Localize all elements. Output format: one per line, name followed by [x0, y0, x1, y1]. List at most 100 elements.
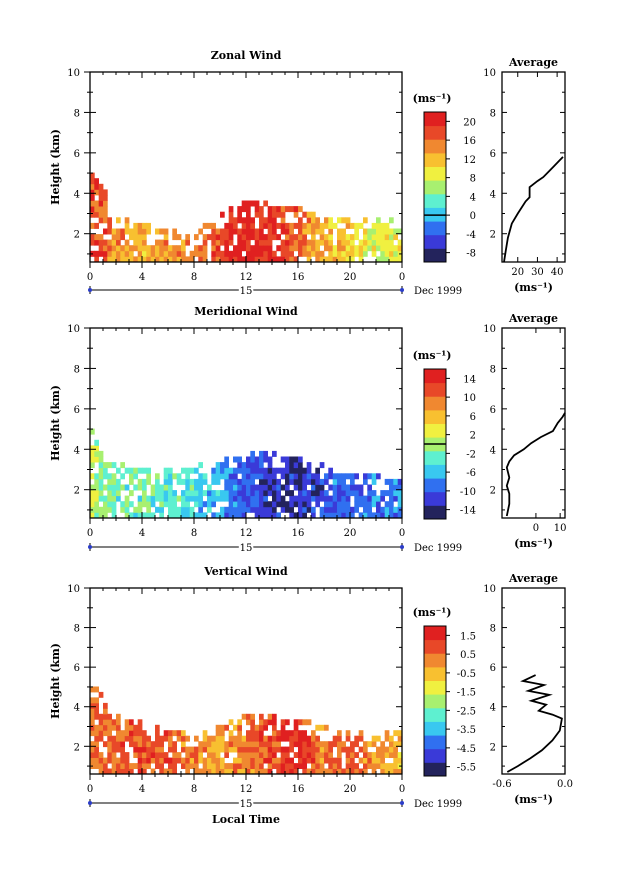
heatmap-cell [358, 250, 364, 257]
heatmap-cell [289, 239, 294, 246]
heatmap-cell [94, 741, 99, 748]
heatmap-cell [194, 757, 199, 764]
heatmap-cell [250, 506, 255, 513]
heatmap-cell [393, 746, 398, 753]
heatmap-cell [237, 501, 242, 508]
heatmap-cell [250, 228, 255, 235]
heatmap-cell [133, 763, 138, 769]
heatmap-cell [384, 768, 390, 775]
heatmap-cell [90, 450, 95, 457]
heatmap-cell [207, 763, 212, 769]
heatmap-cell [189, 256, 195, 263]
heatmap-cell [272, 501, 277, 508]
heatmap-cell [315, 746, 320, 753]
y-tick-label: 10 [67, 324, 80, 335]
heatmap-cell [185, 490, 190, 497]
colorbar-swatch [424, 491, 446, 506]
heatmap-cell [124, 763, 130, 769]
heatmap-cell [350, 234, 355, 241]
average-y-tick-label: 2 [490, 486, 496, 497]
heatmap-cell [280, 768, 286, 775]
heatmap-cell [371, 250, 377, 257]
heatmap-cell [228, 234, 234, 241]
heatmap-cell [159, 256, 164, 263]
heatmap-cell [293, 478, 299, 485]
heatmap-cell [133, 484, 138, 491]
heatmap-cell [137, 484, 143, 491]
heatmap-cell [341, 473, 346, 480]
heatmap-cell [142, 478, 147, 485]
heatmap-cell [263, 741, 268, 748]
heatmap-cell [159, 735, 164, 742]
heatmap-cell [345, 256, 351, 263]
heatmap-cell [181, 250, 186, 257]
heatmap-cell [129, 512, 134, 519]
heatmap-cell [280, 501, 286, 508]
heatmap-cell [272, 478, 277, 485]
heatmap-cell [298, 719, 303, 726]
heatmap-cell [302, 757, 307, 764]
heatmap-cell [211, 239, 216, 246]
heatmap-cell [259, 484, 264, 491]
heatmap-cell [211, 768, 216, 775]
heatmap-cell [389, 484, 394, 491]
heatmap-cell [94, 763, 99, 769]
heatmap-cell [389, 217, 394, 224]
heatmap-cell [350, 245, 355, 252]
heatmap-cell [276, 741, 281, 748]
heatmap-cell [341, 484, 346, 491]
heatmap-cell [337, 217, 342, 224]
colorbar-unit: (ms⁻¹) [413, 606, 452, 619]
heatmap-cell [397, 512, 403, 519]
heatmap-cell [328, 473, 333, 480]
heatmap-cell [384, 490, 390, 497]
heatmap-cell [293, 456, 299, 463]
heatmap-cell [246, 206, 251, 213]
heatmap-cell [133, 222, 138, 229]
heatmap-cell [90, 746, 95, 753]
heatmap-cell [107, 462, 112, 469]
heatmap-cell [194, 484, 199, 491]
heatmap-cell [358, 501, 364, 508]
heatmap-cell [259, 730, 264, 737]
heatmap-cell [280, 724, 286, 731]
heatmap-cell [198, 512, 203, 519]
heatmap-cell [224, 512, 229, 519]
heatmap-cell [224, 234, 229, 241]
heatmap-cell [397, 768, 403, 775]
heatmap-cell [233, 250, 238, 257]
heatmap-cell [129, 234, 134, 241]
heatmap-cell [133, 512, 138, 519]
heatmap-cell [285, 206, 290, 213]
heatmap-cell [293, 222, 299, 229]
heatmap-cell [319, 462, 325, 469]
heatmap-cell [367, 506, 372, 513]
heatmap-cell [293, 234, 299, 241]
heatmap-cell [311, 228, 316, 235]
heatmap-cell [302, 473, 307, 480]
heatmap-cell [228, 217, 234, 224]
heatmap-cell [103, 256, 108, 263]
heatmap-cell [181, 495, 186, 502]
day-bar-marker [400, 288, 404, 292]
heatmap-cell [146, 478, 151, 485]
average-y-tick-label: 10 [483, 584, 496, 595]
colorbar-swatch [424, 735, 446, 750]
heatmap-cell [124, 495, 130, 502]
heatmap-cell [289, 746, 294, 753]
heatmap-cell [241, 222, 247, 229]
heatmap-cell [302, 512, 307, 519]
heatmap-cell [124, 724, 130, 731]
colorbar-swatch [424, 464, 446, 479]
heatmap-cell [224, 768, 229, 775]
heatmap-cell [319, 746, 325, 753]
heatmap-cell [111, 478, 117, 485]
heatmap-cell [259, 719, 264, 726]
heatmap-cell [389, 490, 394, 497]
heatmap-cell [129, 228, 134, 235]
heatmap-cell [220, 746, 225, 753]
heatmap-cell [350, 512, 355, 519]
x-tick-label: 12 [240, 784, 253, 795]
x-tick-label: 12 [240, 528, 253, 539]
heatmap-cell [341, 495, 346, 502]
